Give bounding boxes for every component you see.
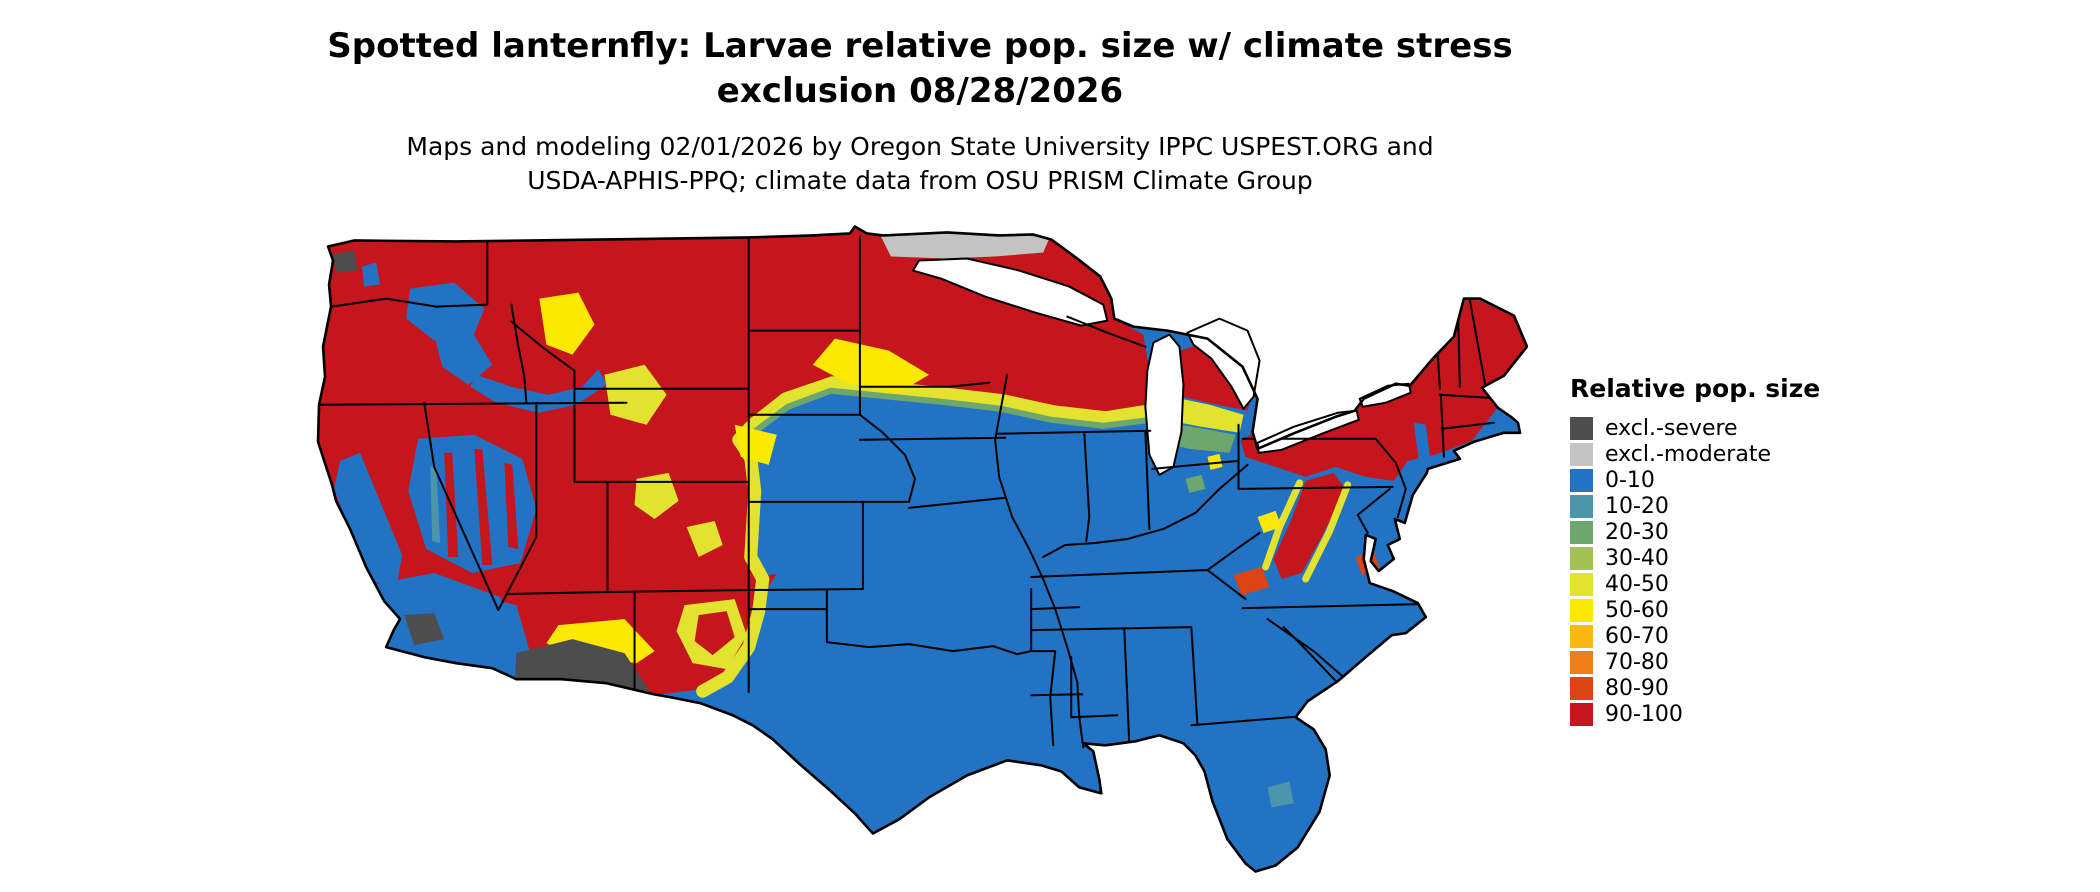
region-nevada-teal-stripe: [430, 466, 441, 543]
region-dakota-yellow-patch: [812, 338, 930, 393]
legend-swatch: [1570, 416, 1593, 440]
legend-swatch: [1570, 546, 1593, 570]
region-colorado-yellow-patch-1: [634, 472, 679, 519]
lake-erie: [1256, 409, 1360, 454]
legend-swatch: [1570, 520, 1593, 544]
state-borders: [319, 235, 1505, 749]
region-michigan-red-cap: [1169, 342, 1252, 411]
region-westvirginia-yellow-patch: [1257, 510, 1282, 533]
region-puget-blue: [362, 262, 381, 287]
legend-item: 10-20: [1570, 493, 1820, 519]
region-appalachian-high-risk: [1273, 472, 1346, 580]
region-nevada-range-stripe-3: [504, 462, 519, 549]
map-subtitle-line2: USDA-APHIS-PPQ; climate data from OSU PR…: [527, 166, 1313, 196]
legend-item-label: 10-20: [1605, 493, 1669, 519]
region-smokies-red-patch: [1233, 567, 1270, 596]
region-snake-river-plain-blue: [470, 368, 607, 413]
legend-swatch: [1570, 650, 1593, 674]
map-header: Spotted lanternfly: Larvae relative pop.…: [0, 24, 1840, 199]
region-ohio-yellow-speck: [1207, 453, 1223, 470]
legend-item: 40-50: [1570, 571, 1820, 597]
legend-swatch: [1570, 442, 1593, 466]
region-florida-teal-patch: [1267, 781, 1294, 808]
region-columbia-plateau-blue: [434, 328, 493, 385]
map-subtitle-line1: Maps and modeling 02/01/2026 by Oregon S…: [406, 131, 1434, 161]
region-ohio-green-speck-2: [1185, 474, 1206, 493]
legend-item-label: 80-90: [1605, 675, 1669, 701]
legend-item-label: excl.-severe: [1605, 415, 1738, 441]
legend-item: 90-100: [1570, 701, 1820, 727]
legend-item-label: 90-100: [1605, 701, 1683, 727]
legend-item: 0-10: [1570, 467, 1820, 493]
map-title-line2: exclusion 08/28/2026: [716, 70, 1124, 111]
region-yellowstone-yellow-patch: [604, 364, 667, 425]
legend-item-label: 20-30: [1605, 519, 1669, 545]
us-outline: [316, 225, 1528, 873]
region-central-valley-blue: [334, 452, 403, 590]
region-nevada-range-stripe-2: [474, 448, 493, 566]
legend-swatch: [1570, 494, 1593, 518]
map-title-line1: Spotted lanternfly: Larvae relative pop.…: [327, 26, 1513, 66]
legend-item: 30-40: [1570, 545, 1820, 571]
region-idaho-yellow-patch: [539, 292, 595, 355]
legend-item-label: 40-50: [1605, 571, 1669, 597]
legend-item: excl.-moderate: [1570, 441, 1820, 467]
region-newmexico-red-core: [694, 611, 735, 656]
map-subtitle: Maps and modeling 02/01/2026 by Oregon S…: [0, 130, 1840, 199]
legend-swatch: [1570, 702, 1593, 726]
legend-swatch: [1570, 468, 1593, 492]
legend-item-label: 30-40: [1605, 545, 1669, 571]
conus-map-container: [306, 224, 1528, 886]
region-michigan-green-band: [1165, 422, 1236, 453]
legend-item-label: 60-70: [1605, 623, 1669, 649]
region-colorado-yellow-patch-2: [686, 520, 723, 558]
legend-item-label: 0-10: [1605, 467, 1655, 493]
region-nebraska-yellow-patch: [734, 424, 777, 465]
region-minnesota-excl-moderate: [878, 229, 1050, 259]
region-socal-excl-severe: [404, 613, 445, 646]
legend-swatch: [1570, 598, 1593, 622]
legend-swatch: [1570, 624, 1593, 648]
legend-item-label: 50-60: [1605, 597, 1669, 623]
lake-huron: [1186, 317, 1261, 410]
legend-items: excl.-severe excl.-moderate 0-10 10-20 20-30…: [1570, 415, 1820, 727]
lake-superior: [911, 257, 1109, 327]
legend-item: excl.-severe: [1570, 415, 1820, 441]
legend-item: 50-60: [1570, 597, 1820, 623]
legend-title: Relative pop. size: [1570, 374, 1821, 403]
region-transition-green-band: [740, 387, 1154, 446]
conus-risk-map: [316, 225, 1528, 873]
region-olympic-excl-severe: [332, 250, 359, 273]
legend-item: 70-80: [1570, 649, 1820, 675]
lake-ontario: [1358, 382, 1412, 408]
region-nevada-basin-blue: [408, 434, 537, 574]
legend-item: 20-30: [1570, 519, 1820, 545]
legend-item-label: excl.-moderate: [1605, 441, 1771, 467]
region-michigan-yellow-band: [1169, 396, 1244, 433]
legend-item: 60-70: [1570, 623, 1820, 649]
region-hudson-valley-blue: [1413, 422, 1432, 471]
legend: Relative pop. size excl.-severe excl.-mod…: [1570, 374, 1820, 727]
legend-swatch: [1570, 572, 1593, 596]
legend-item: 80-90: [1570, 675, 1820, 701]
great-lakes: [911, 257, 1412, 476]
region-columbia-basin-blue: [406, 282, 485, 341]
legend-swatch: [1570, 676, 1593, 700]
legend-item-label: 70-80: [1605, 649, 1669, 675]
